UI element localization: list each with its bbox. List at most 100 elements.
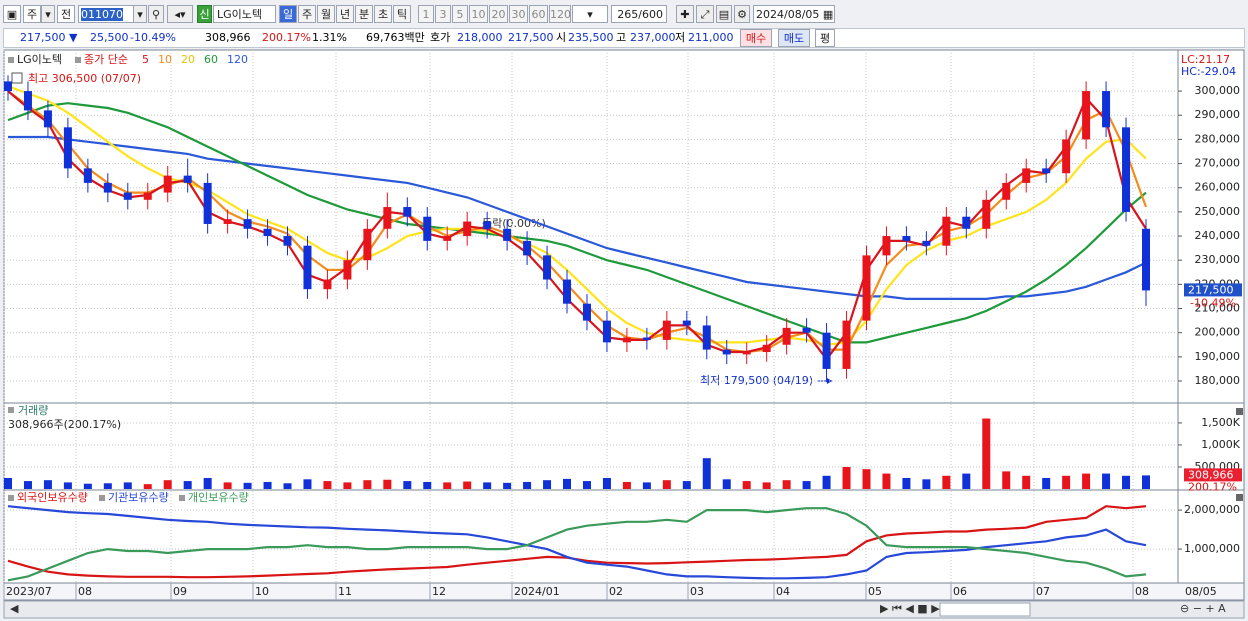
period-button[interactable]: 년 bbox=[336, 5, 354, 23]
date-label: 08/05 bbox=[1185, 585, 1217, 598]
panel-close[interactable] bbox=[1236, 494, 1243, 501]
date-label: 09 bbox=[173, 585, 187, 598]
moving-average bbox=[8, 135, 1147, 300]
volume-bar bbox=[383, 479, 392, 489]
ask-label: 호가 bbox=[430, 31, 451, 44]
interval-button[interactable]: 5 bbox=[452, 5, 468, 23]
open-label: 시 bbox=[556, 31, 567, 44]
candle-body bbox=[862, 255, 871, 321]
legend-marker bbox=[8, 495, 14, 501]
date-label: 2024/01 bbox=[514, 585, 560, 598]
volume-bar bbox=[962, 473, 971, 489]
volume-bar bbox=[702, 458, 711, 489]
volume-bar bbox=[443, 482, 452, 489]
moving-average bbox=[7, 102, 1147, 344]
candle-body bbox=[1042, 168, 1051, 174]
y-tick-label: 190,000 bbox=[1195, 350, 1241, 363]
market-select[interactable]: 주 bbox=[23, 5, 41, 23]
dropdown-arrow[interactable]: ▾ bbox=[41, 5, 55, 23]
tool-icon[interactable]: ⤢ bbox=[696, 5, 714, 23]
interval-button[interactable]: 60 bbox=[529, 5, 548, 23]
buy-button[interactable]: 매수 bbox=[740, 29, 772, 47]
volume-bar bbox=[343, 482, 352, 489]
candle-body bbox=[323, 279, 332, 290]
volume-bar bbox=[263, 481, 272, 489]
bid: 217,500 bbox=[508, 31, 554, 44]
interval-button[interactable]: 10 bbox=[469, 5, 488, 23]
period-button[interactable]: 틱 bbox=[393, 5, 411, 23]
date-label: 08 bbox=[1135, 585, 1149, 598]
period-button[interactable]: 분 bbox=[355, 5, 373, 23]
tool-icon[interactable]: ✚ bbox=[676, 5, 694, 23]
volume-bar bbox=[622, 481, 631, 489]
volume-bar bbox=[363, 480, 372, 489]
volume-bar bbox=[63, 482, 72, 489]
low-annotation: 최저 179,500 (04/19) bbox=[700, 374, 813, 387]
count-box[interactable]: 265/600 bbox=[611, 5, 667, 23]
volume-bar bbox=[423, 481, 432, 489]
interval-button[interactable]: 120 bbox=[549, 5, 571, 23]
scroll-thumb[interactable] bbox=[939, 602, 1031, 617]
interval-button[interactable]: 20 bbox=[489, 5, 508, 23]
last-price-box bbox=[1184, 283, 1242, 297]
legend-marker bbox=[179, 495, 185, 501]
prev-button[interactable]: 전 bbox=[57, 5, 75, 23]
eval-button[interactable]: 평 bbox=[815, 29, 835, 47]
high: 237,000 bbox=[630, 31, 676, 44]
period-button[interactable]: 일 bbox=[279, 5, 297, 23]
candle-body bbox=[842, 320, 851, 369]
candle-body bbox=[63, 127, 72, 169]
code-input[interactable]: 011070 bbox=[78, 5, 134, 23]
volume-bar bbox=[4, 477, 12, 489]
date-label: 03 bbox=[690, 585, 704, 598]
volume-bar bbox=[1142, 475, 1150, 489]
volume-bar bbox=[982, 418, 991, 489]
volume-bar bbox=[143, 484, 152, 489]
count-max: /600 bbox=[638, 8, 663, 21]
period-button[interactable]: 월 bbox=[317, 5, 335, 23]
candle-body bbox=[483, 221, 492, 229]
volume-bar bbox=[163, 480, 172, 489]
legend-title: LG이노텍 bbox=[17, 53, 62, 66]
candle-body bbox=[1022, 168, 1031, 183]
settings-icon[interactable]: ⚙ bbox=[734, 5, 750, 23]
interval-button[interactable]: 30 bbox=[509, 5, 528, 23]
sell-button[interactable]: 매도 bbox=[778, 29, 810, 47]
interval-button[interactable]: 1 bbox=[418, 5, 434, 23]
candle-body bbox=[563, 279, 572, 304]
period-button[interactable]: 주 bbox=[298, 5, 316, 23]
chart-frame bbox=[3, 49, 1245, 601]
volume-bar bbox=[1002, 471, 1011, 489]
candle-body bbox=[882, 236, 891, 256]
candle-body bbox=[123, 192, 132, 200]
candle-body bbox=[443, 236, 452, 241]
volume-subtitle: 308,966주(200.17%) bbox=[8, 418, 121, 431]
volume-bar bbox=[602, 477, 611, 489]
interval-combo[interactable]: ▾ bbox=[572, 5, 608, 23]
search-button[interactable]: ⚲ bbox=[148, 5, 164, 23]
legend-marker bbox=[75, 57, 81, 63]
speaker-button[interactable]: ◂▾ bbox=[167, 5, 193, 23]
candle-body bbox=[762, 344, 771, 353]
volume-bar bbox=[682, 481, 691, 489]
volume-bar bbox=[463, 481, 472, 489]
date-input[interactable]: 2024/08/05 ▦ bbox=[753, 5, 835, 23]
scroll-left[interactable]: ◀ bbox=[10, 602, 19, 615]
volume-bar bbox=[563, 478, 572, 489]
period-button[interactable]: 초 bbox=[374, 5, 392, 23]
volume-bar bbox=[303, 479, 312, 489]
zoom-controls[interactable]: ⊖ − + A bbox=[1180, 602, 1226, 615]
candle-body bbox=[1082, 91, 1091, 140]
interval-button[interactable]: 3 bbox=[435, 5, 451, 23]
candle-body bbox=[4, 81, 12, 92]
dropdown-arrow[interactable]: ▾ bbox=[133, 5, 147, 23]
scrollbar[interactable] bbox=[3, 600, 1245, 619]
y-tick-label: 250,000 bbox=[1195, 205, 1241, 218]
menu-icon[interactable]: ▣ bbox=[3, 5, 21, 23]
stock-name[interactable]: LG이노텍 bbox=[213, 5, 276, 23]
panel-close[interactable] bbox=[1236, 408, 1243, 415]
y-tick-label: 210,000 bbox=[1195, 302, 1241, 315]
save-icon[interactable]: ▤ bbox=[716, 5, 732, 23]
candle-body bbox=[203, 182, 212, 224]
scroll-controls[interactable]: ▶ ⏮ ◀ ■ ▶ bbox=[880, 602, 940, 615]
